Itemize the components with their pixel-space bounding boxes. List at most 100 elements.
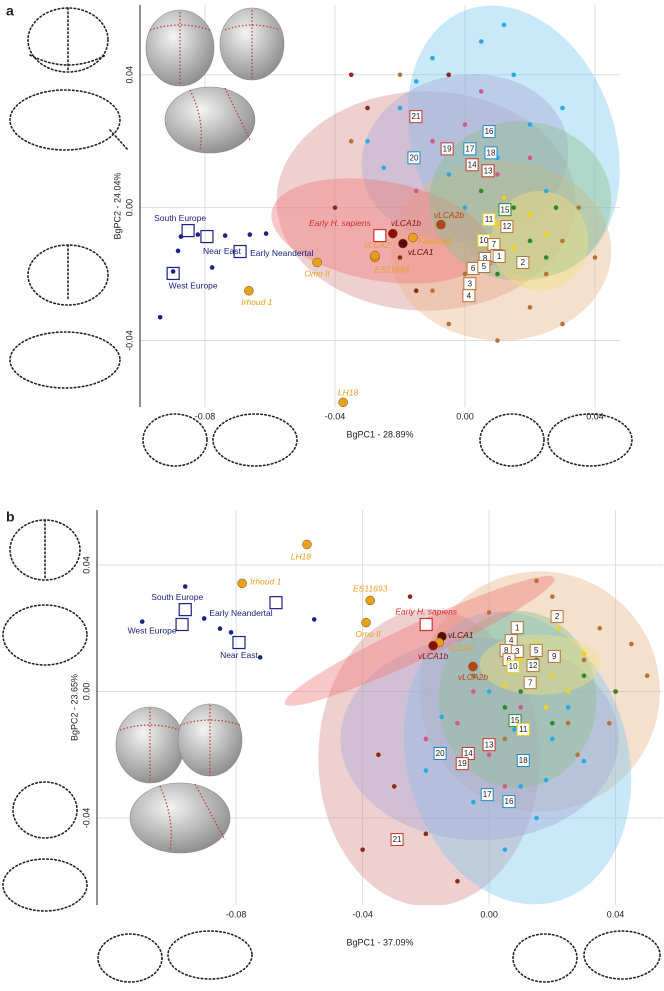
fossil-point — [244, 285, 254, 296]
specimen-dot — [592, 255, 598, 260]
specimen-label: 17 — [483, 790, 492, 799]
specimen-label: 19 — [458, 759, 467, 768]
specimen-square — [516, 753, 530, 767]
confidence-ellipse — [419, 571, 660, 812]
specimen-label: 19 — [443, 144, 452, 153]
specimen-dot — [527, 238, 533, 244]
point-label: Irhoud 1 — [250, 577, 281, 587]
specimen-label: 11 — [485, 215, 494, 224]
specimen-dot — [527, 155, 533, 161]
point-label: Early Neandertal — [250, 248, 313, 258]
point-label: vLCA2 — [448, 643, 474, 653]
specimen-label: 21 — [393, 835, 402, 844]
specimen-square — [482, 125, 496, 139]
specimen-dot — [495, 338, 500, 343]
confidence-ellipse — [340, 637, 619, 841]
specimen-dot — [550, 594, 555, 599]
point-label: Floristad — [418, 236, 451, 246]
x-tick-label: -0.08 — [195, 411, 216, 421]
specimen-dot — [430, 55, 435, 61]
y-tick-label: 0.04 — [81, 556, 91, 574]
specimen-dot — [495, 221, 500, 227]
specimen-square — [506, 660, 520, 674]
point-label: vLCA1 — [448, 630, 474, 640]
specimen-square — [455, 757, 469, 771]
fossil-point — [312, 257, 322, 268]
plot-area-a: 212019171618141315111210789165234 — [140, 5, 620, 407]
group-mean — [233, 244, 247, 259]
specimen-label: 5 — [534, 646, 539, 655]
specimen-label: 15 — [501, 205, 510, 214]
group-mean — [373, 228, 387, 243]
specimen-dot — [376, 752, 381, 758]
fossil-point — [428, 640, 438, 651]
specimen-dot — [495, 271, 500, 277]
specimen-label: 16 — [485, 127, 494, 136]
point-label: Omo II — [304, 269, 330, 279]
specimen-dot — [502, 682, 508, 688]
specimen-dot — [527, 122, 533, 127]
specimen-dot — [182, 584, 188, 589]
specimen-label: 2 — [521, 258, 526, 267]
specimen-dot — [311, 617, 317, 622]
specimen-dot — [365, 105, 370, 111]
specimen-dot — [511, 72, 517, 78]
specimen-dot — [629, 641, 634, 647]
specimen-dot — [501, 195, 507, 200]
specimen-dot — [348, 72, 354, 78]
specimen-dot — [534, 815, 539, 821]
specimen-label: 17 — [465, 144, 474, 153]
specimen-label: 3 — [515, 647, 520, 656]
specimen-dot — [462, 205, 468, 210]
point-label: Early Neandertal — [209, 608, 272, 618]
specimen-dot — [209, 265, 215, 270]
specimen-label: 21 — [411, 112, 420, 121]
group-mean — [166, 266, 180, 281]
specimen-dot — [201, 616, 207, 621]
specimen-square — [481, 164, 495, 178]
specimen-dot — [543, 255, 549, 260]
specimen-square — [529, 643, 543, 657]
specimen-label: 8 — [504, 646, 509, 655]
specimen-dot — [560, 105, 565, 111]
specimen-label: 10 — [509, 662, 518, 671]
specimen-dot — [423, 768, 429, 773]
specimen-dot — [157, 314, 163, 320]
specimen-square — [547, 649, 561, 663]
fossil-point — [388, 228, 398, 239]
specimen-dot — [222, 233, 228, 238]
confidence-ellipse — [490, 191, 589, 291]
group-mean — [181, 223, 195, 238]
x-tick-label: 0.00 — [480, 909, 498, 919]
specimen-square — [409, 110, 423, 124]
x-tick-label: 0.04 — [586, 411, 604, 421]
specimen-dot — [597, 625, 603, 631]
specimen-dot — [470, 673, 476, 679]
fossil-point — [370, 250, 380, 261]
specimen-label: 3 — [468, 279, 473, 288]
specimen-label: 14 — [464, 749, 473, 758]
y-tick-label: -0.04 — [124, 330, 134, 351]
specimen-dot — [543, 705, 549, 710]
specimen-square — [498, 203, 512, 217]
specimen-square — [480, 788, 494, 802]
specimen-square — [465, 158, 479, 172]
point-label: ES11693 — [375, 265, 410, 275]
x-tick-label: -0.08 — [226, 909, 247, 919]
specimen-dot — [478, 39, 484, 44]
specimen-dot — [462, 122, 468, 127]
specimen-dot — [470, 799, 476, 805]
confidence-ellipse — [284, 576, 555, 706]
specimen-dot — [560, 321, 565, 327]
y-tick-label: 0.04 — [124, 66, 134, 84]
specimen-dot — [455, 720, 460, 726]
specimen-square — [516, 255, 530, 269]
specimen-dot — [439, 714, 444, 720]
x-tick-label: -0.04 — [352, 909, 373, 919]
specimen-square — [462, 289, 476, 303]
point-label: Early H. sapiens — [395, 607, 458, 617]
specimen-square — [550, 610, 564, 624]
